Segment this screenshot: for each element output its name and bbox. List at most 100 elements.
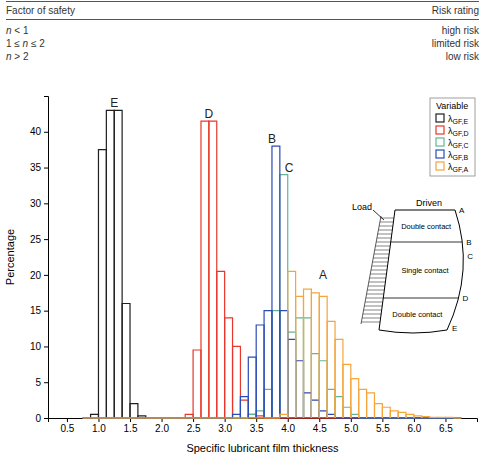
histogram-bar <box>390 417 398 418</box>
histogram-series <box>83 121 462 418</box>
histogram-bar <box>169 417 177 418</box>
histogram-bar <box>335 417 343 418</box>
x-tick: 6.0 <box>407 418 421 434</box>
histogram-bar <box>296 296 304 418</box>
legend-title: Variable <box>436 101 468 111</box>
histogram-bar <box>98 417 106 418</box>
histogram-bar <box>327 417 335 418</box>
y-tick-label: 35 <box>30 162 42 173</box>
histogram-bar <box>154 417 162 418</box>
histogram-bar <box>430 417 438 418</box>
y-tick-mark <box>44 346 48 347</box>
inset-zone: Single contact <box>401 266 449 275</box>
histogram-bar <box>193 417 201 418</box>
load-hatch <box>371 270 387 271</box>
cell-part: < 1 <box>12 25 29 36</box>
y-tick-mark <box>44 132 48 133</box>
histogram-bar <box>225 417 233 418</box>
histogram-bar <box>304 318 312 418</box>
histogram-bar <box>138 417 146 418</box>
histogram-bar <box>438 417 446 419</box>
histogram-bar <box>201 417 209 418</box>
histogram-bar <box>335 339 343 418</box>
histogram-bar <box>264 417 272 418</box>
histogram-bar <box>91 417 99 418</box>
load-hatch <box>378 230 392 231</box>
histogram-bar <box>453 417 461 418</box>
histogram-bar <box>248 414 256 418</box>
load-hatch <box>364 306 382 307</box>
histogram-bar <box>438 417 446 418</box>
x-axis-line <box>49 419 478 423</box>
histogram-bar <box>162 417 170 418</box>
load-hatch <box>375 246 390 247</box>
x-tick: 5.0 <box>344 418 358 434</box>
legend-label-part: GF,E <box>453 118 469 125</box>
histogram-bar <box>185 417 193 418</box>
y-tick: 10 <box>30 341 48 352</box>
y-tick-label: 0 <box>35 413 41 424</box>
histogram-bar <box>169 417 177 418</box>
histogram-bar <box>130 404 138 418</box>
y-tick-label: 40 <box>30 126 42 137</box>
histogram-bar <box>248 414 256 418</box>
histogram-bar <box>130 417 138 418</box>
x-tick: 1.5 <box>124 418 138 434</box>
y-tick-label: 10 <box>30 341 42 352</box>
histogram-bar <box>162 417 170 418</box>
histogram-bar <box>296 361 304 418</box>
histogram-bar <box>374 417 382 418</box>
histogram-bar <box>304 393 312 418</box>
histogram-bar <box>382 417 390 418</box>
histogram-bar <box>177 417 185 418</box>
histogram-bar <box>240 397 248 418</box>
histogram-bar <box>83 417 91 418</box>
legend-label: λGF,B <box>448 150 468 161</box>
histogram-bar <box>264 389 272 418</box>
histogram-series <box>83 271 462 418</box>
y-tick-label: 15 <box>30 305 42 316</box>
histogram-bar <box>343 364 351 418</box>
histogram-bar <box>414 416 422 418</box>
histogram-bar <box>91 417 99 418</box>
load-hatch <box>372 262 388 263</box>
series-letter: B <box>268 132 276 146</box>
histogram-bar <box>374 417 382 418</box>
histogram-bar <box>296 318 304 418</box>
histogram-bar <box>311 417 319 418</box>
x-tick-label: 0.5 <box>60 423 74 434</box>
histogram-bar <box>445 417 453 418</box>
histogram-bar <box>122 304 130 418</box>
risk-table: Factor of safetyRisk ratingn < 1high ris… <box>6 2 480 63</box>
x-tick-label: 4.5 <box>313 423 327 434</box>
histogram-bar <box>209 417 217 418</box>
y-tick-mark <box>44 382 48 383</box>
histogram-bar <box>453 417 461 418</box>
histogram-bar <box>240 417 248 418</box>
histogram-bar <box>422 417 430 418</box>
load-hatch <box>380 222 394 223</box>
series-letter: D <box>205 107 214 121</box>
histogram-bar <box>256 417 264 418</box>
histogram-bar <box>359 417 367 418</box>
histogram-bar <box>280 414 288 418</box>
histogram-bar <box>445 417 453 419</box>
histogram-bar <box>225 417 233 418</box>
inset-point: E <box>452 324 457 333</box>
histograms <box>83 110 462 418</box>
histogram-bar <box>390 417 398 418</box>
histogram-bar <box>288 271 296 418</box>
histogram-bar <box>414 417 422 418</box>
y-tick: 20 <box>30 270 48 281</box>
table-cell: n > 2 <box>6 51 29 62</box>
histogram-bar <box>98 150 106 418</box>
histogram-bar <box>414 417 422 418</box>
x-tick: 5.5 <box>376 418 390 434</box>
histogram-bar <box>154 417 162 418</box>
histogram-bar <box>438 417 446 418</box>
histogram-bar <box>359 417 367 418</box>
histogram-bar <box>430 417 438 418</box>
histogram-bar <box>193 417 201 418</box>
histogram-bar <box>106 110 114 418</box>
y-tick-mark <box>44 275 48 276</box>
